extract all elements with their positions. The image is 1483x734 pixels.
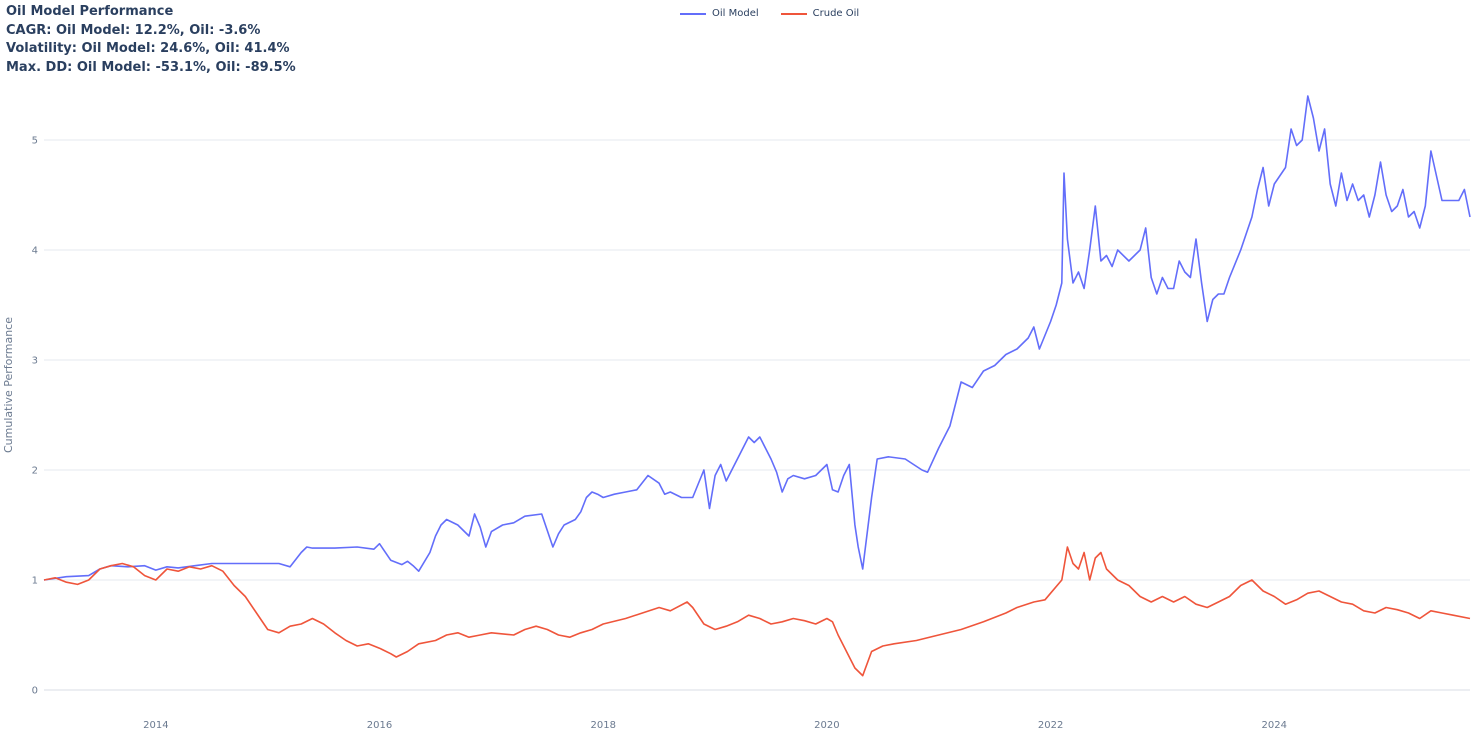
x-tick-labels: 2014 2016 2018 2020 2022 2024 <box>143 720 1287 731</box>
x-tick-label: 2020 <box>814 720 839 731</box>
volatility-stat: Volatility: Oil Model: 24.6%, Oil: 41.4% <box>6 41 290 56</box>
x-tick-label: 2014 <box>143 720 168 731</box>
x-tick-label: 2016 <box>367 720 392 731</box>
chart-title-block: Oil Model Performance CAGR: Oil Model: 1… <box>6 3 296 77</box>
grid-lines <box>44 139 1470 691</box>
x-tick-label: 2018 <box>590 720 615 731</box>
legend-swatch-oil-model <box>680 12 706 15</box>
y-tick-label: 1 <box>32 576 38 587</box>
chart-title: Oil Model Performance <box>6 4 174 19</box>
series-line-crude-oil[interactable] <box>43 546 1471 677</box>
legend-item-oil-model[interactable]: Oil Model <box>680 8 759 19</box>
legend-item-crude-oil[interactable]: Crude Oil <box>780 8 860 19</box>
legend-label-oil-model: Oil Model <box>712 8 759 19</box>
cagr-stat: CAGR: Oil Model: 12.2%, Oil: -3.6% <box>6 22 261 38</box>
y-tick-labels: 0 1 2 3 4 5 <box>32 136 38 697</box>
legend-swatch-crude-oil <box>780 12 807 15</box>
legend: Oil Model Crude Oil <box>680 8 859 19</box>
y-tick-label: 5 <box>32 136 38 147</box>
x-tick-label: 2022 <box>1038 720 1063 731</box>
y-tick-label: 0 <box>32 686 38 697</box>
series-lines <box>43 95 1471 677</box>
y-axis-label: Cumulative Performance <box>2 317 15 453</box>
x-tick-label: 2024 <box>1262 720 1287 731</box>
max-drawdown-stat: Max. DD: Oil Model: -53.1%, Oil: -89.5% <box>6 59 296 75</box>
series-line-oil-model[interactable] <box>43 95 1471 581</box>
y-tick-label: 3 <box>32 356 38 367</box>
y-tick-label: 2 <box>32 466 38 477</box>
y-tick-label: 4 <box>32 246 38 257</box>
legend-label-crude-oil: Crude Oil <box>812 8 860 19</box>
